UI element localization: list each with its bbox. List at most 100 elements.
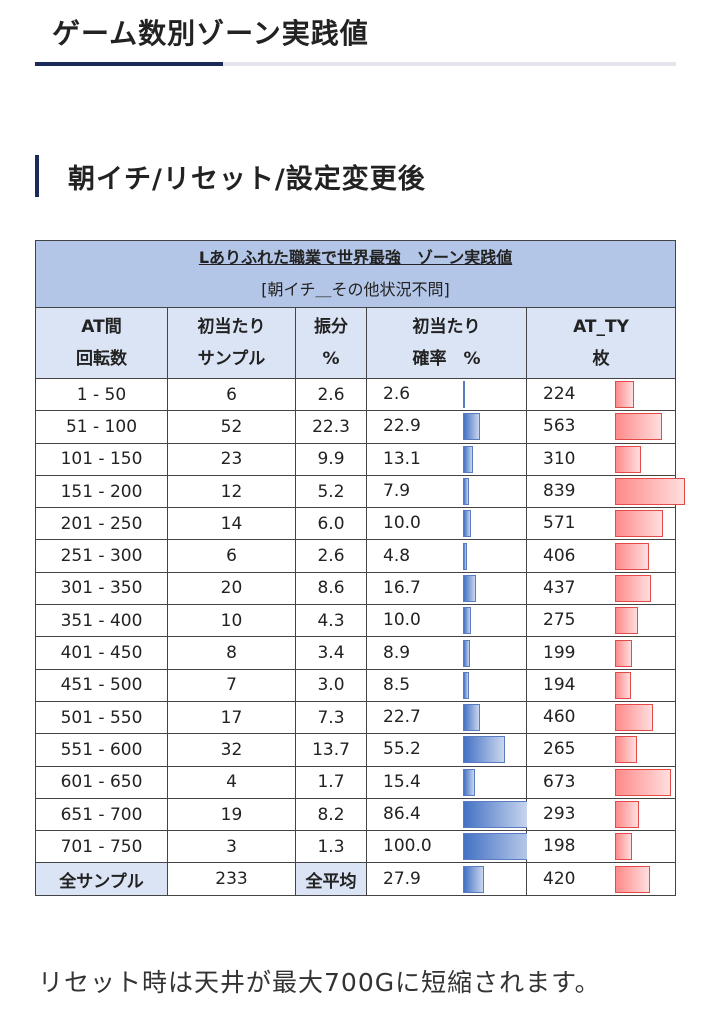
at-ty-cell: 265 — [525, 733, 677, 767]
sample-count-cell: 12 — [167, 474, 296, 509]
at-ty-databar — [615, 607, 638, 635]
table-row: 51 - 100 52 22.3 22.9 563 — [35, 410, 677, 444]
at-ty-databar — [615, 833, 632, 861]
table-row: 601 - 650 4 1.7 15.4 673 — [35, 765, 677, 799]
subsection-title: 朝イチ/リセット/設定変更後 — [68, 164, 426, 195]
at-ty-databar — [615, 381, 634, 409]
spin-range-cell: 251 - 300 — [35, 539, 168, 573]
hit-rate-databar — [463, 413, 481, 441]
hit-rate-cell: 7.9 — [366, 474, 527, 509]
spin-range-cell: 401 - 450 — [35, 636, 168, 670]
spin-range-cell: 151 - 200 — [35, 474, 168, 509]
average-hit-rate-cell: 27.9 — [366, 862, 527, 897]
sample-count-cell: 7 — [167, 668, 296, 702]
table-row: 151 - 200 12 5.2 7.9 839 — [35, 474, 685, 509]
average-label-cell: 全平均 — [295, 862, 367, 897]
distribution-cell: 4.3 — [295, 604, 367, 638]
hit-rate-cell: 100.0 — [366, 830, 539, 864]
spin-range-cell: 351 - 400 — [35, 604, 168, 638]
table-row: 301 - 350 20 8.6 16.7 437 — [35, 571, 677, 606]
spin-range-cell: 201 - 250 — [35, 507, 168, 541]
at-ty-databar — [615, 413, 662, 441]
table-row: 251 - 300 6 2.6 4.8 406 — [35, 539, 677, 573]
table-row: 201 - 250 14 6.0 10.0 571 — [35, 507, 677, 541]
hit-rate-cell: 10.0 — [366, 604, 527, 638]
section-title-underline-accent — [35, 62, 223, 66]
at-ty-cell: 224 — [525, 377, 677, 412]
sample-count-cell: 20 — [167, 571, 296, 606]
hit-rate-cell: 4.8 — [366, 539, 527, 573]
at-ty-databar — [615, 671, 632, 699]
hit-rate-databar — [463, 768, 475, 796]
total-label-cell: 全サンプル — [35, 862, 168, 897]
hit-rate-cell: 55.2 — [366, 733, 527, 767]
at-ty-databar — [615, 542, 649, 570]
table-row: 651 - 700 19 8.2 86.4 293 — [35, 797, 677, 832]
hit-rate-databar — [463, 801, 529, 828]
hit-rate-databar — [463, 865, 485, 893]
hit-rate-databar — [463, 736, 505, 764]
hit-rate-cell: 13.1 — [366, 442, 527, 476]
table-header-row: AT間 回転数 初当たり サンプル 振分% 初当たり 確率 % AT_TY 枚 — [35, 307, 677, 379]
at-ty-databar — [615, 478, 685, 506]
zone-data-table: Lありふれた職業で世界最強 ゾーン実践値 [朝イチ＿その他状況不問] AT間 回転… — [34, 240, 685, 897]
distribution-cell: 1.7 — [295, 765, 367, 799]
sample-count-cell: 10 — [167, 604, 296, 638]
hit-rate-databar — [463, 607, 471, 635]
at-ty-cell: 460 — [525, 700, 677, 735]
distribution-cell: 13.7 — [295, 733, 367, 767]
section-title: ゲーム数別ゾーン実践値 — [52, 17, 369, 50]
at-ty-databar — [615, 865, 651, 893]
spin-range-cell: 451 - 500 — [35, 668, 168, 702]
spin-range-cell: 101 - 150 — [35, 442, 168, 476]
hit-rate-databar — [463, 510, 471, 538]
sample-count-cell: 23 — [167, 442, 296, 476]
at-ty-databar — [615, 736, 638, 764]
at-ty-cell: 437 — [525, 571, 677, 606]
table-title: Lありふれた職業で世界最強 ゾーン実践値 — [198, 248, 513, 267]
distribution-cell: 8.2 — [295, 797, 367, 832]
at-ty-cell: 673 — [525, 765, 677, 799]
spin-range-cell: 301 - 350 — [35, 571, 168, 606]
sample-count-cell: 14 — [167, 507, 296, 541]
distribution-cell: 5.2 — [295, 474, 367, 509]
sample-count-cell: 19 — [167, 797, 296, 832]
sample-count-cell: 6 — [167, 377, 296, 412]
table-row: 501 - 550 17 7.3 22.7 460 — [35, 700, 677, 735]
distribution-cell: 2.6 — [295, 539, 367, 573]
distribution-cell: 8.6 — [295, 571, 367, 606]
at-ty-cell: 839 — [525, 474, 685, 509]
at-ty-databar — [615, 768, 672, 796]
hit-rate-cell: 2.6 — [366, 377, 527, 412]
spin-range-cell: 651 - 700 — [35, 797, 168, 832]
hit-rate-databar — [463, 478, 469, 506]
spin-range-cell: 501 - 550 — [35, 700, 168, 735]
header-distribution: 振分% — [295, 307, 367, 379]
hit-rate-databar — [463, 671, 470, 699]
hit-rate-databar — [463, 704, 481, 732]
hit-rate-cell: 22.9 — [366, 410, 527, 444]
total-row: 全サンプル 233 全平均 27.9 420 — [35, 862, 677, 897]
table-row: 351 - 400 10 4.3 10.0 275 — [35, 604, 677, 638]
distribution-cell: 2.6 — [295, 377, 367, 412]
table-subtitle: [朝イチ＿その他状況不問] — [261, 280, 450, 299]
total-samples-cell: 233 — [167, 862, 296, 897]
hit-rate-cell: 8.9 — [366, 636, 527, 670]
table-title-cell: Lありふれた職業で世界最強 ゾーン実践値 [朝イチ＿その他状況不問] — [34, 240, 677, 308]
hit-rate-cell: 15.4 — [366, 765, 527, 799]
at-ty-databar — [615, 704, 654, 732]
hit-rate-databar — [463, 574, 476, 602]
at-ty-cell: 199 — [525, 636, 677, 670]
sample-count-cell: 52 — [167, 410, 296, 444]
sample-count-cell: 3 — [167, 830, 296, 864]
spin-range-cell: 51 - 100 — [35, 410, 168, 444]
spin-range-cell: 601 - 650 — [35, 765, 168, 799]
at-ty-cell: 194 — [525, 668, 677, 702]
hit-rate-databar — [463, 542, 467, 570]
hit-rate-databar — [463, 445, 473, 473]
sample-count-cell: 8 — [167, 636, 296, 670]
table-title-row: Lありふれた職業で世界最強 ゾーン実践値 [朝イチ＿その他状況不問] — [34, 240, 677, 308]
sample-count-cell: 32 — [167, 733, 296, 767]
distribution-cell: 1.3 — [295, 830, 367, 864]
sample-count-cell: 6 — [167, 539, 296, 573]
